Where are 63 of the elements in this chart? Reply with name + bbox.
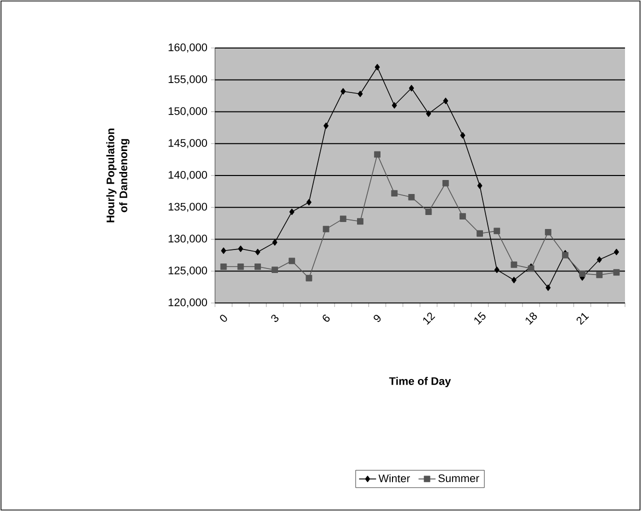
y-tick-label: 135,000 bbox=[168, 202, 208, 212]
point bbox=[443, 98, 448, 104]
point bbox=[494, 228, 500, 234]
point bbox=[220, 263, 227, 270]
x-tick-label: 0 bbox=[220, 314, 228, 322]
point bbox=[579, 270, 586, 277]
point bbox=[358, 90, 363, 98]
x-tick-label: 15 bbox=[474, 312, 486, 325]
y-tick-label: 155,000 bbox=[168, 75, 208, 84]
legend-label: Winter bbox=[378, 474, 410, 482]
point bbox=[494, 266, 500, 274]
point bbox=[425, 208, 432, 216]
x-axis-title: Time of Day bbox=[389, 376, 451, 388]
point bbox=[306, 274, 312, 282]
point bbox=[237, 263, 244, 270]
point bbox=[392, 102, 397, 109]
point bbox=[221, 248, 226, 254]
point bbox=[426, 110, 432, 117]
point bbox=[357, 218, 364, 225]
point bbox=[477, 182, 482, 189]
point bbox=[391, 190, 398, 197]
point bbox=[613, 269, 620, 276]
point bbox=[546, 284, 551, 291]
point bbox=[408, 84, 414, 92]
y-tick-label: 120,000 bbox=[168, 298, 208, 308]
x-tick-label: 9 bbox=[374, 314, 381, 322]
point bbox=[614, 248, 619, 256]
x-tick-label: 21 bbox=[576, 313, 589, 325]
legend-label: Summer bbox=[438, 474, 480, 482]
x-tick-label: 3 bbox=[271, 314, 278, 322]
x-tick-label: 12 bbox=[423, 312, 436, 325]
point bbox=[306, 199, 312, 206]
y-tick-label: 150,000 bbox=[168, 107, 208, 116]
point bbox=[460, 213, 466, 220]
point bbox=[340, 216, 346, 222]
point bbox=[374, 151, 380, 158]
point bbox=[476, 230, 483, 237]
point bbox=[544, 229, 552, 236]
y-tick-label: 160,000 bbox=[168, 43, 208, 53]
point bbox=[510, 262, 518, 268]
point bbox=[324, 122, 329, 129]
point bbox=[596, 272, 603, 278]
point bbox=[374, 64, 380, 70]
point bbox=[255, 248, 260, 256]
point bbox=[408, 194, 415, 200]
point bbox=[288, 258, 296, 264]
point bbox=[289, 208, 294, 216]
point bbox=[254, 263, 261, 270]
y-axis-title: Hourly Population of Dandenong bbox=[106, 128, 130, 222]
point bbox=[340, 88, 346, 95]
point bbox=[511, 276, 516, 284]
x-tick-label: 18 bbox=[526, 312, 537, 325]
point bbox=[272, 266, 278, 274]
x-tick-label: 6 bbox=[322, 314, 330, 322]
point bbox=[460, 132, 466, 139]
y-tick-label: 130,000 bbox=[168, 234, 208, 244]
point bbox=[238, 246, 244, 252]
y-tick-label: 145,000 bbox=[168, 139, 208, 148]
point bbox=[272, 239, 278, 246]
point bbox=[442, 180, 449, 186]
point bbox=[596, 256, 602, 263]
y-tick-label: 140,000 bbox=[168, 170, 208, 180]
y-tick-label: 125,000 bbox=[168, 266, 208, 276]
